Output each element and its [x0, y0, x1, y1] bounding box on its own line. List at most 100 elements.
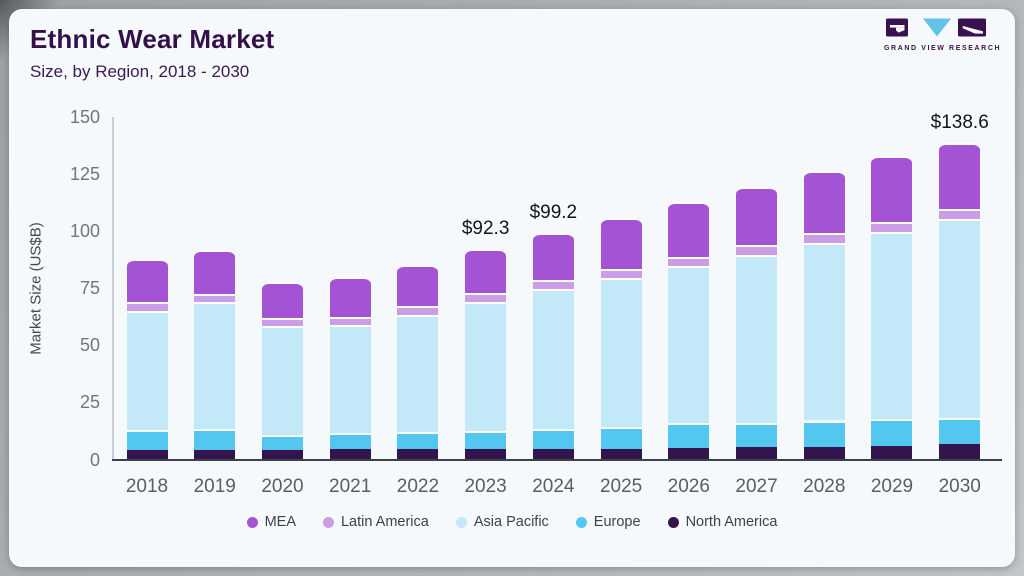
chart-card	[9, 9, 1015, 567]
bar-segment-2026-mea	[668, 201, 710, 257]
gvr-logo-text: GRAND VIEW RESEARCH	[884, 45, 1002, 52]
bar-segment-2020-asia-pacific	[261, 326, 303, 436]
legend-label-europe: Europe	[593, 514, 641, 530]
bar-segment-2025-asia-pacific	[600, 278, 642, 427]
x-tick-2024: 2024	[532, 476, 575, 497]
bar-segment-2020-north-america	[261, 450, 303, 460]
y-tick-25: 25	[79, 392, 100, 413]
bar-segment-2026-latin-america	[668, 256, 710, 267]
bar-segment-2020-mea	[261, 282, 303, 318]
bar-segment-2029-europe	[871, 419, 913, 447]
bar-segment-2021-mea	[329, 277, 371, 317]
legend-label-north-america: North America	[685, 514, 778, 530]
bar-segment-2021-latin-america	[329, 316, 371, 326]
legend-swatch-north-america	[667, 516, 679, 528]
page-title: Ethnic Wear Market	[30, 24, 275, 54]
bar-segment-2028-latin-america	[803, 232, 845, 243]
bar-segment-2025-latin-america	[600, 268, 642, 279]
bar-segment-2018-mea	[126, 259, 168, 303]
bar-segment-2028-europe	[803, 420, 845, 447]
legend-swatch-asia-pacific	[455, 516, 467, 528]
bar-segment-2019-mea	[194, 250, 236, 294]
y-tick-75: 75	[79, 278, 100, 299]
bar-segment-2026-north-america	[668, 448, 710, 460]
y-axis-line	[112, 117, 114, 460]
x-tick-2018: 2018	[125, 476, 169, 497]
bar-segment-2023-latin-america	[465, 293, 507, 302]
bar-segment-2025-mea	[600, 217, 642, 269]
gvr-logo-icon	[885, 18, 986, 37]
x-tick-2023: 2023	[464, 476, 507, 497]
y-tick-125: 125	[69, 164, 100, 185]
legend-item-asia-pacific: Asia Pacific	[455, 514, 549, 530]
bar-segment-2030-north-america	[939, 443, 981, 460]
y-tick-50: 50	[79, 335, 100, 356]
bar-segment-2024-asia-pacific	[532, 288, 574, 429]
bar-segment-2027-north-america	[736, 446, 778, 460]
x-axis-line	[112, 459, 1002, 461]
annotation-2024: $99.2	[529, 202, 578, 224]
bar-segment-2024-latin-america	[532, 280, 574, 289]
x-tick-2030: 2030	[938, 476, 981, 497]
bar-segment-2020-latin-america	[261, 317, 303, 327]
bar-segment-2022-mea	[397, 264, 439, 306]
x-tick-2021: 2021	[329, 476, 372, 497]
x-tick-2022: 2022	[396, 476, 440, 497]
x-tick-2029: 2029	[870, 476, 914, 497]
y-tick-100: 100	[69, 221, 100, 242]
bar-segment-2018-asia-pacific	[126, 310, 168, 431]
bar-segment-2030-latin-america	[939, 209, 981, 220]
bar-segment-2027-mea	[736, 186, 778, 246]
bar-segment-2018-latin-america	[126, 302, 168, 311]
bar-segment-2028-asia-pacific	[803, 242, 845, 421]
x-tick-2028: 2028	[803, 476, 846, 497]
legend-item-mea: MEA	[246, 514, 296, 530]
bar-segment-2029-latin-america	[871, 222, 913, 233]
y-tick-0: 0	[89, 449, 100, 470]
legend-swatch-latin-america	[322, 516, 334, 528]
bar-segment-2029-asia-pacific	[871, 232, 913, 420]
legend-item-europe: Europe	[575, 514, 641, 530]
bar-segment-2023-asia-pacific	[465, 301, 507, 431]
bar-segment-2020-europe	[261, 435, 303, 451]
bar-segment-2018-europe	[126, 430, 168, 450]
legend-item-latin-america: Latin America	[322, 514, 429, 530]
bar-segment-2029-mea	[871, 156, 913, 223]
bar-segment-2030-europe	[939, 418, 981, 444]
bar-segment-2024-mea	[532, 233, 574, 281]
bar-segment-2023-europe	[465, 430, 507, 449]
legend-label-latin-america: Latin America	[340, 514, 429, 530]
annotation-2023: $92.3	[461, 217, 510, 239]
bar-segment-2019-north-america	[194, 449, 236, 460]
annotation-2030: $138.6	[930, 112, 989, 134]
bar-segment-2022-asia-pacific	[397, 314, 439, 433]
bar-segment-2022-latin-america	[397, 305, 439, 315]
legend-item-north-america: North America	[667, 514, 778, 530]
bar-segment-2027-asia-pacific	[736, 255, 778, 423]
bar-segment-2027-latin-america	[736, 245, 778, 256]
bar-segment-2025-north-america	[600, 449, 642, 460]
bar-segment-2027-europe	[736, 422, 778, 447]
bar-segment-2021-europe	[329, 433, 371, 450]
bar-segment-2030-asia-pacific	[939, 219, 981, 419]
page-subtitle: Size, by Region, 2018 - 2030	[30, 62, 250, 81]
bar-segment-2019-latin-america	[194, 293, 236, 303]
legend-swatch-europe	[575, 516, 587, 528]
bar-segment-2019-asia-pacific	[194, 302, 236, 430]
bar-segment-2023-north-america	[465, 449, 507, 460]
bar-segment-2029-north-america	[871, 446, 913, 460]
y-tick-150: 150	[69, 107, 100, 128]
bar-segment-2028-mea	[803, 171, 845, 233]
bar-segment-2030-mea	[939, 143, 981, 210]
bar-segment-2026-europe	[668, 423, 710, 449]
bar-segment-2024-europe	[532, 428, 574, 449]
bar-segment-2026-asia-pacific	[668, 266, 710, 424]
bar-segment-2018-north-america	[126, 449, 168, 460]
x-tick-2019: 2019	[193, 476, 236, 497]
bar-segment-2025-europe	[600, 426, 642, 449]
legend-swatch-mea	[246, 516, 258, 528]
bar-segment-2019-europe	[194, 429, 236, 450]
gvr-logo: GRAND VIEW RESEARCH	[884, 18, 1002, 52]
x-tick-2026: 2026	[667, 476, 710, 497]
